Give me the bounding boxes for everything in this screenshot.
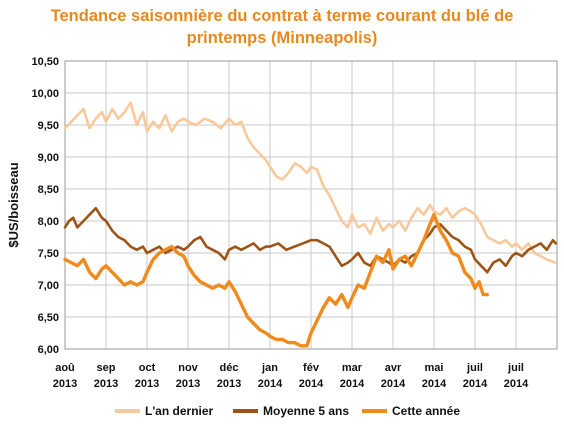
x-tick-month: avr xyxy=(385,362,402,374)
legend-label-3: Cette année xyxy=(392,404,460,418)
x-tick-year: 2013 xyxy=(217,378,241,390)
y-axis-ticks: 6,00 6,50 7,00 7,50 8,00 8,50 9,00 9,50 10,00 10,… xyxy=(31,56,59,356)
x-tick-month: juil xyxy=(466,362,483,374)
legend: L'an dernier Moyenne 5 ans Cette année xyxy=(115,404,460,418)
y-tick-label: 8,50 xyxy=(38,184,59,196)
x-tick-year: 2014 xyxy=(422,378,447,390)
y-tick-label: 9,50 xyxy=(38,120,59,132)
plot-frame xyxy=(64,60,558,350)
x-tick-year: 2014 xyxy=(463,378,488,390)
x-tick-year: 2013 xyxy=(94,378,118,390)
x-tick-month: juil xyxy=(507,362,524,374)
y-tick-label: 8,00 xyxy=(38,216,59,228)
x-tick-month: déc xyxy=(220,362,239,374)
x-tick-month: aoû xyxy=(55,362,75,374)
x-tick-month: mar xyxy=(342,362,363,374)
y-tick-label: 7,00 xyxy=(38,280,59,292)
chart-title-line-1: Tendance saisonnière du contrat à terme … xyxy=(50,7,514,25)
x-tick-month: sep xyxy=(97,362,116,374)
series-lines xyxy=(63,101,558,348)
y-tick-label: 10,50 xyxy=(31,56,59,68)
y-axis-label: $US/boisseau xyxy=(6,162,21,247)
x-tick-month: mai xyxy=(425,362,444,374)
legend-label-1: L'an dernier xyxy=(145,404,214,418)
x-tick-year: 2014 xyxy=(504,378,529,390)
x-tick-year: 2014 xyxy=(381,378,406,390)
gridlines xyxy=(64,60,557,350)
series-line-1 xyxy=(63,101,557,264)
plot-area-border xyxy=(64,60,558,350)
x-tick-year: 2013 xyxy=(53,378,77,390)
chart-title-line-2: printemps (Minneapolis) xyxy=(186,29,378,47)
x-tick-month: jan xyxy=(261,362,278,374)
y-tick-label: 7,50 xyxy=(38,248,59,260)
series-line-3 xyxy=(63,212,489,348)
y-tick-label: 6,50 xyxy=(38,312,59,324)
y-tick-label: 10,00 xyxy=(31,88,59,100)
y-tick-label: 6,00 xyxy=(38,344,59,356)
legend-label-2: Moyenne 5 ans xyxy=(263,404,349,418)
series-line-2 xyxy=(63,206,558,274)
x-tick-year: 2013 xyxy=(176,378,200,390)
y-tick-label: 9,00 xyxy=(38,152,59,164)
x-tick-year: 2013 xyxy=(135,378,159,390)
x-tick-year: 2014 xyxy=(299,378,324,390)
x-tick-month: oct xyxy=(139,362,156,374)
x-tick-year: 2014 xyxy=(258,378,283,390)
x-tick-month: nov xyxy=(178,362,198,374)
x-tick-month: fév xyxy=(303,362,320,374)
x-tick-year: 2014 xyxy=(340,378,365,390)
x-axis-ticks: aoû 2013 sep 2013 oct 2013 nov 2013 déc 2013 jan 20… xyxy=(53,362,529,390)
